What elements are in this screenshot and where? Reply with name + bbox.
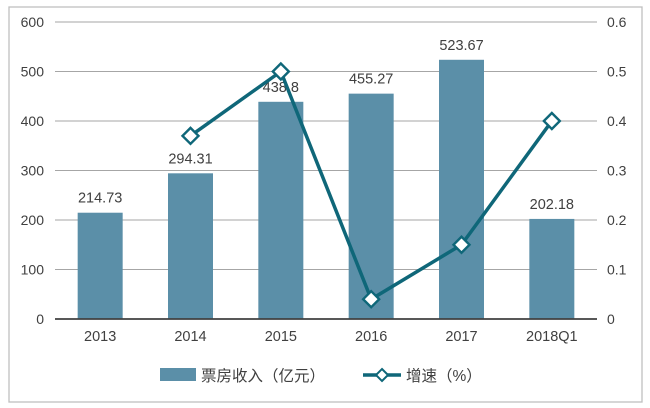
x-axis-category-label: 2017 <box>445 329 477 345</box>
x-axis-category-label: 2018Q1 <box>526 329 578 345</box>
legend-line-label: 增速（%） <box>406 367 482 385</box>
x-axis-category-label: 2015 <box>265 329 297 345</box>
right-axis-tick-label: 0.1 <box>607 262 627 278</box>
right-axis-tick-label: 0.2 <box>607 212 627 228</box>
diamond-marker <box>451 235 472 255</box>
bar <box>529 218 575 319</box>
left-axis-tick-label: 0 <box>36 311 44 327</box>
bar-value-label: 214.73 <box>78 191 122 207</box>
right-axis-tick-label: 0 <box>607 311 615 327</box>
bar <box>439 59 484 319</box>
bar-value-label: 294.31 <box>168 151 212 167</box>
bar <box>348 93 394 319</box>
diamond-marker <box>542 111 562 131</box>
bar <box>258 101 304 319</box>
right-axis-tick-label: 0.3 <box>607 163 627 179</box>
x-axis-category-label: 2013 <box>84 329 116 345</box>
x-axis-category-label: 2016 <box>355 329 387 345</box>
left-axis-tick-label: 400 <box>21 113 45 129</box>
bar-value-label: 202.18 <box>530 197 574 213</box>
left-axis-tick-label: 600 <box>21 14 45 30</box>
bar <box>168 173 213 319</box>
diamond-marker <box>361 289 381 309</box>
left-axis-tick-label: 200 <box>21 212 45 228</box>
bar-value-label: 523.67 <box>439 38 483 54</box>
left-axis-tick-label: 100 <box>21 262 45 278</box>
right-axis-tick-label: 0.4 <box>607 113 627 129</box>
right-axis-tick-label: 0.6 <box>607 14 627 30</box>
left-axis-tick-label: 500 <box>21 64 45 80</box>
legend-diamond-marker <box>374 367 390 383</box>
right-axis-tick-label: 0.5 <box>607 64 627 80</box>
bar-value-label: 455.27 <box>349 72 393 88</box>
diamond-marker <box>180 126 201 146</box>
legend-bar-swatch <box>160 368 196 381</box>
bar <box>77 212 123 319</box>
left-axis-tick-label: 300 <box>21 163 45 179</box>
chart-border <box>8 6 643 403</box>
x-axis-category-label: 2014 <box>174 329 206 345</box>
diamond-marker <box>271 61 291 82</box>
legend-bar-label: 票房收入（亿元） <box>201 367 325 385</box>
